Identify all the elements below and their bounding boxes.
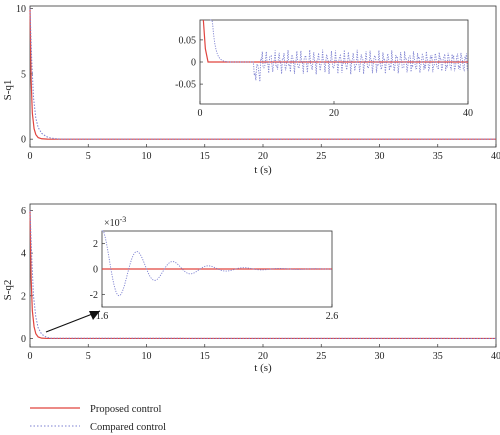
chart-2-ytick-label: 2 (21, 291, 26, 302)
chart-2-xtick-label: 0 (28, 351, 33, 362)
chart-2-inset-xtick-label: 1.6 (96, 311, 109, 322)
chart-2-xtick-label: 5 (86, 351, 91, 362)
legend-label-compared: Compared control (90, 422, 166, 433)
legend: Proposed control Compared control (30, 404, 166, 433)
chart-2-xtick-label: 15 (200, 351, 210, 362)
chart-2-ytick-label: 6 (21, 206, 26, 217)
chart-2-ytick-label: 0 (21, 334, 26, 345)
chart-1-xtick-label: 40 (491, 151, 500, 162)
chart-1-inset-ytick-label: 0.05 (179, 35, 197, 46)
zoom-arrow (45, 310, 101, 333)
chart-1-ticks: 0 5 10 15 20 25 30 35 40 0 5 10 (16, 4, 500, 162)
chart-2-ylabel: S-q2 (2, 280, 14, 301)
chart-1-series (29, 8, 496, 140)
chart-1-xtick-label: 35 (433, 151, 443, 162)
chart-1-xtick-label: 25 (316, 151, 326, 162)
chart-2-inset-series (102, 230, 332, 297)
chart-2-ytick-label: 4 (21, 249, 26, 260)
chart-1-ytick-label: 10 (16, 4, 26, 15)
chart-2-inset: 1.6 2.6 -2 0 2 ×10-3 (90, 215, 339, 322)
chart-1-ytick-label: 0 (21, 135, 26, 146)
chart-2-xtick-label: 20 (258, 351, 268, 362)
chart-2-series-compared (29, 210, 497, 339)
chart-2-inset-ytick-label: -2 (90, 290, 98, 301)
chart-2-xlabel: t (s) (254, 362, 272, 374)
chart-2-inset-scale-label: ×10-3 (104, 215, 126, 229)
chart-2-inset-ytick-label: 0 (93, 265, 98, 276)
legend-label-proposed: Proposed control (90, 404, 162, 415)
chart-1-inset-ytick-label: 0 (191, 58, 196, 69)
chart-2-xtick-label: 35 (433, 351, 443, 362)
chart-1-series-proposed (29, 8, 496, 140)
chart-1-inset-series (202, 19, 468, 82)
chart-1-ylabel: S-q1 (2, 80, 14, 101)
chart-1-series-compared (29, 8, 496, 140)
chart-1-inset-ytick-label: -0.05 (175, 80, 196, 91)
chart-1-inset: 0 20 40 -0.05 0 0.05 (175, 19, 473, 119)
chart-1-xtick-label: 30 (375, 151, 385, 162)
chart-2-xtick-label: 30 (375, 351, 385, 362)
chart-2-xtick-label: 40 (491, 351, 500, 362)
chart-2-series-proposed (29, 210, 496, 340)
chart-1-xtick-label: 5 (86, 151, 91, 162)
chart-2-inset-ytick-label: 2 (93, 239, 98, 250)
chart-1-xtick-label: 15 (200, 151, 210, 162)
chart-1-inset-series-proposed (202, 19, 468, 63)
chart-1-inset-ticks: 0 20 40 -0.05 0 0.05 (175, 35, 473, 119)
chart-2-inset-xtick-label: 2.6 (326, 311, 339, 322)
chart-1-xtick-label: 20 (258, 151, 268, 162)
chart-2-xtick-label: 25 (316, 351, 326, 362)
chart-1-xlabel: t (s) (254, 164, 272, 176)
chart-2-xtick-label: 10 (142, 351, 152, 362)
chart-1-inset-series-compared (210, 19, 468, 82)
chart-1-inset-xtick-label: 20 (329, 108, 339, 119)
chart-1: 0 5 10 15 20 25 30 35 40 0 5 10 S-q1 t (s) 0 20 40 -0.… (2, 4, 500, 176)
chart-2-series (29, 210, 497, 340)
chart-2-inset-series-compared (102, 230, 332, 297)
legend-item-compared: Compared control (30, 422, 166, 433)
chart-1-inset-xtick-label: 40 (463, 108, 473, 119)
chart-1-xtick-label: 0 (28, 151, 33, 162)
chart-1-inset-xtick-label: 0 (198, 108, 203, 119)
chart-1-xtick-label: 10 (142, 151, 152, 162)
legend-item-proposed: Proposed control (30, 404, 162, 415)
chart-1-ytick-label: 5 (21, 69, 26, 80)
